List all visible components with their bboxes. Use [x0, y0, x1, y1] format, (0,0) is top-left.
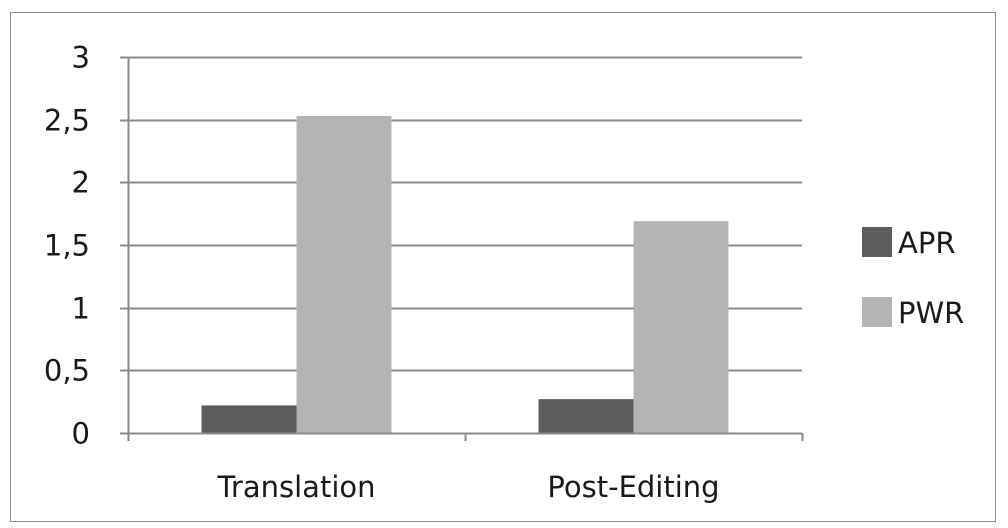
bar-pwr-1: [633, 221, 729, 433]
chart-frame: [10, 12, 996, 522]
legend-label-pwr: PWR: [898, 296, 964, 330]
bar-apr-1: [538, 399, 634, 433]
axes: [120, 56, 804, 441]
y-tick-label: 2: [72, 166, 90, 200]
y-tick-label: 1,5: [44, 229, 90, 263]
x-axis-ticks: Translation Post-Editing: [216, 470, 719, 504]
x-tick-label: Post-Editing: [547, 470, 719, 504]
y-tick-label: 0,5: [44, 354, 90, 388]
y-tick-label: 3: [72, 41, 90, 75]
bars: [201, 115, 729, 433]
bar-pwr-0: [296, 115, 392, 433]
legend-swatch-pwr: [862, 297, 892, 327]
legend: APR PWR: [862, 226, 964, 330]
y-axis-ticks: 0 0,5 1 1,5 2 2,5 3: [44, 41, 90, 451]
y-tick-label: 1: [72, 292, 90, 326]
legend-label-apr: APR: [898, 226, 955, 260]
x-tick-label: Translation: [216, 470, 375, 504]
legend-swatch-apr: [862, 227, 892, 257]
bar-apr-0: [201, 405, 297, 433]
y-tick-label: 0: [72, 417, 90, 451]
y-tick-label: 2,5: [44, 104, 90, 138]
